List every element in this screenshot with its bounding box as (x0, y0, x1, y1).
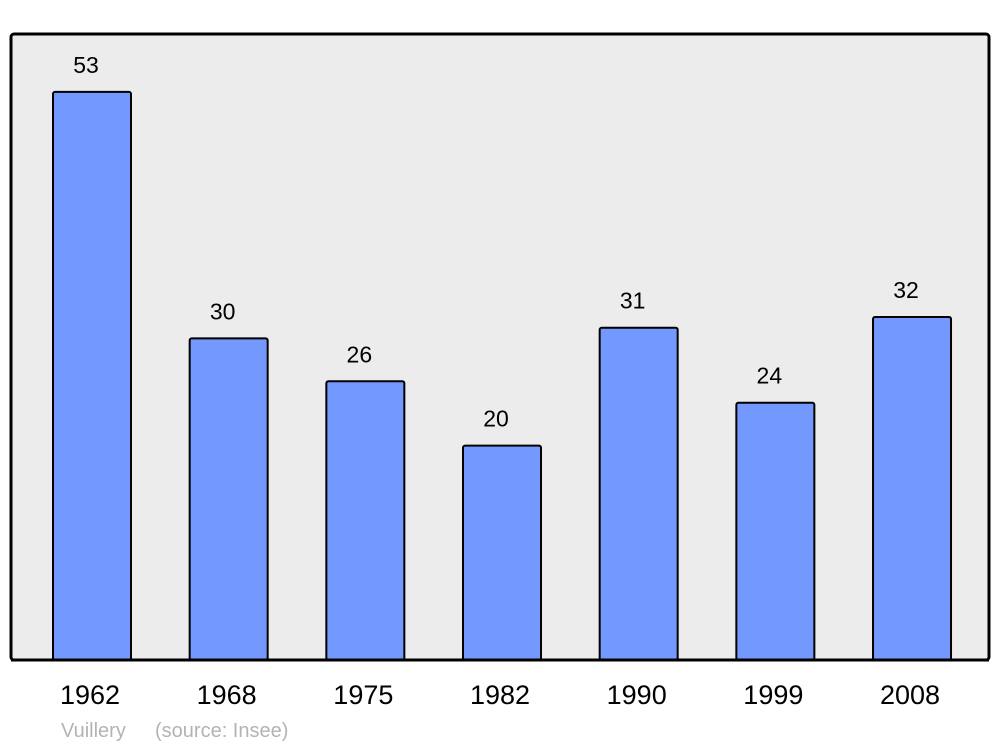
data-label-1990: 31 (620, 288, 646, 314)
bar-1999 (735, 401, 816, 661)
x-tick-label-1975: 1975 (333, 680, 393, 710)
bar-1975 (325, 380, 406, 661)
bar-1962 (52, 90, 132, 662)
footer-source: (source: Insee) (155, 720, 288, 742)
footer-place: Vuillery (61, 720, 126, 742)
data-label-1975: 26 (347, 341, 373, 367)
x-tick-label-1982: 1982 (470, 680, 530, 710)
bar-2008 (872, 315, 953, 661)
x-tick-label-1962: 1962 (60, 680, 120, 710)
x-tick-label-1968: 1968 (197, 680, 257, 710)
data-label-1982: 20 (483, 406, 509, 432)
bar-1990 (598, 326, 679, 661)
data-label-1999: 24 (757, 363, 783, 389)
data-label-1962: 53 (73, 52, 99, 78)
x-tick-label-2008: 2008 (880, 680, 940, 710)
bar-1982 (462, 444, 543, 661)
bar-1968 (188, 337, 269, 661)
x-tick-label-1999: 1999 (743, 680, 803, 710)
x-tick-label-1990: 1990 (607, 680, 667, 710)
data-label-1968: 30 (210, 298, 236, 324)
data-label-2008: 32 (893, 277, 919, 303)
